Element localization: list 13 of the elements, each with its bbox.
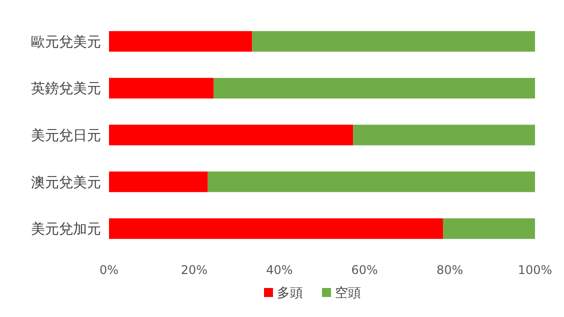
x-tick-label: 0% [99, 263, 119, 277]
x-tick-label: 100% [518, 263, 552, 277]
y-tick-label: 澳元兌美元 [31, 174, 101, 191]
legend-label: 多頭 [277, 286, 303, 301]
x-tick-label: 40% [266, 263, 293, 277]
x-tick-label: 20% [180, 263, 208, 277]
y-tick-label: 歐元兌美元 [31, 34, 101, 50]
x-tick-label: 80% [436, 263, 464, 277]
x-tick-label: 60% [351, 263, 378, 277]
legend-label: 空頭 [335, 286, 361, 301]
y-tick-label: 美元兌加元 [31, 222, 101, 238]
y-tick-label: 英鎊兌美元 [31, 81, 101, 98]
y-tick-label: 美元兌日元 [31, 128, 101, 144]
